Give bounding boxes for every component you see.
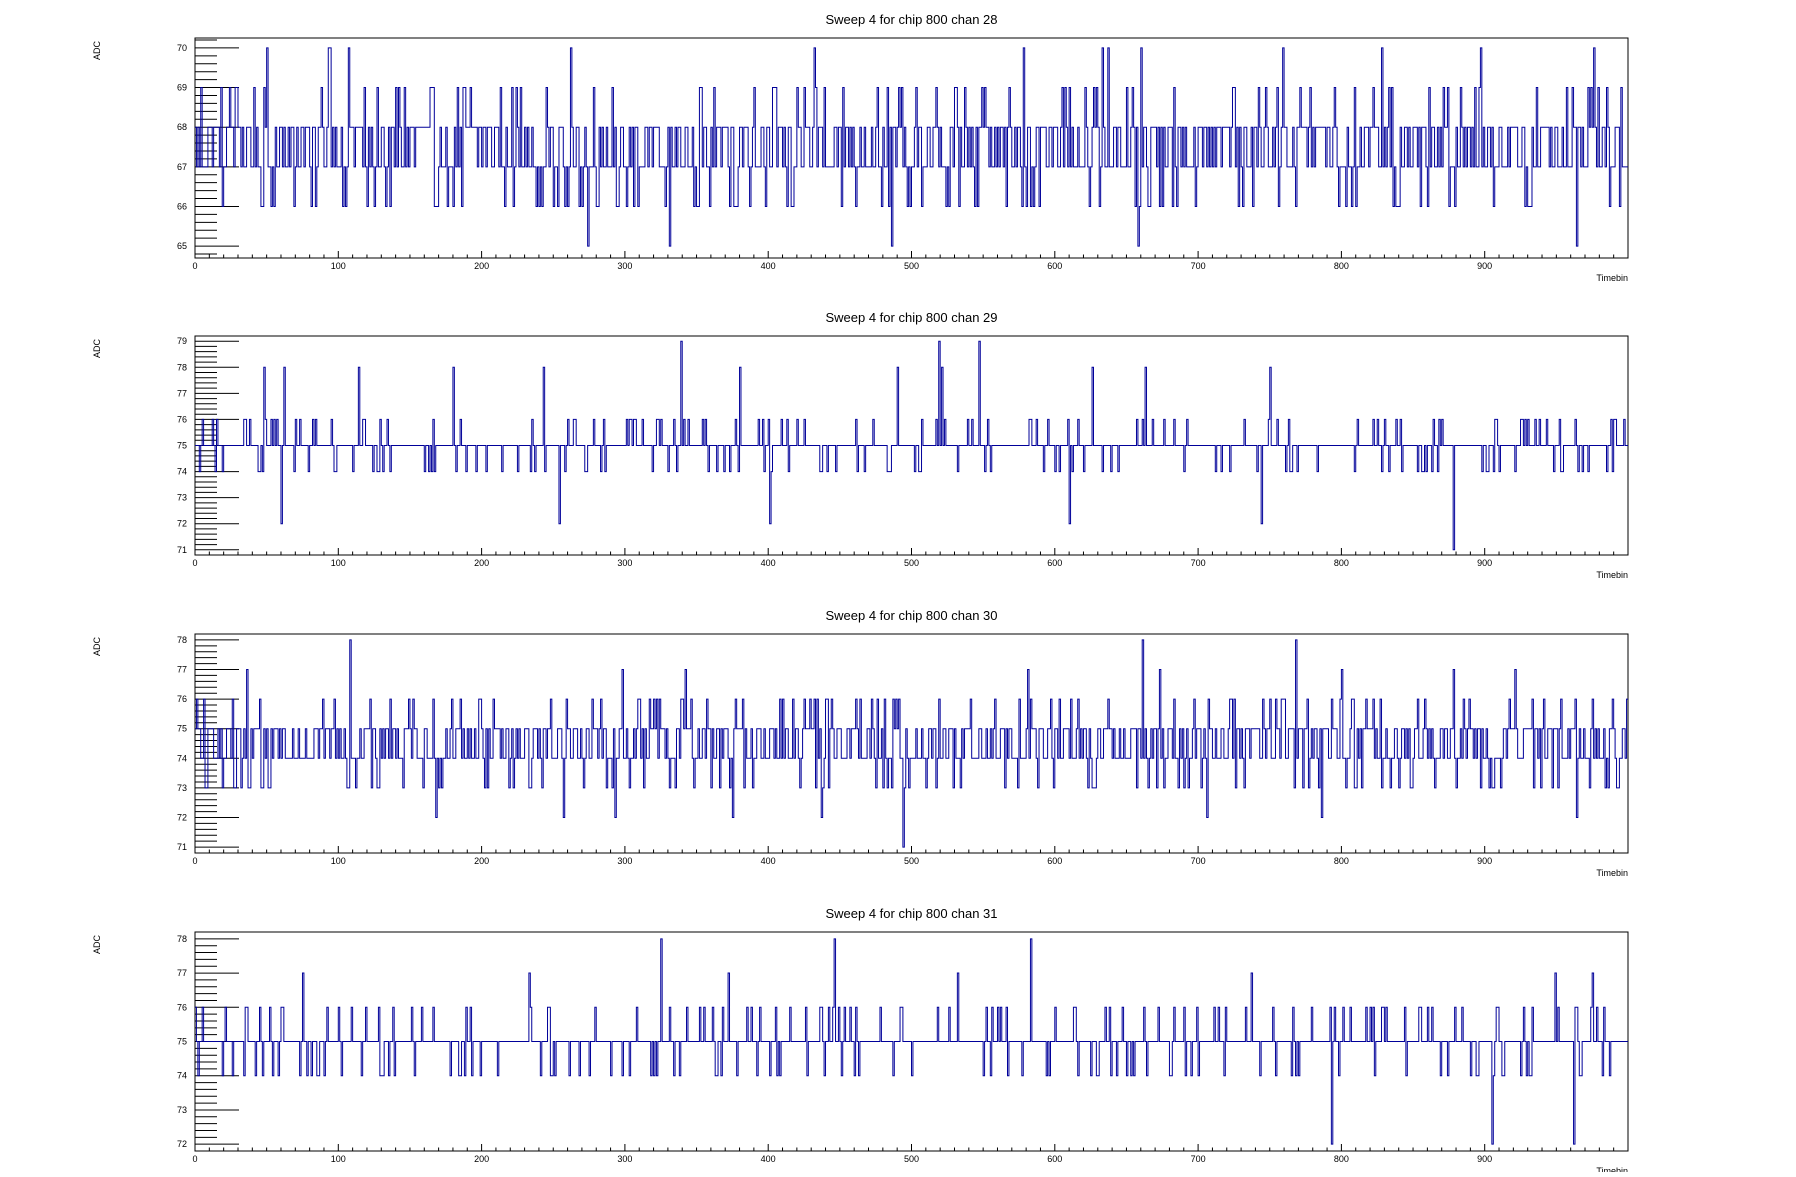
x-tick-label: 500 bbox=[904, 1154, 919, 1164]
chart-title: Sweep 4 for chip 800 chan 30 bbox=[825, 608, 997, 623]
x-axis-label: Timebin bbox=[1596, 868, 1628, 878]
y-tick-label: 75 bbox=[177, 724, 187, 734]
x-tick-label: 700 bbox=[1191, 856, 1206, 866]
y-tick-label: 69 bbox=[177, 83, 187, 93]
chart-title: Sweep 4 for chip 800 chan 29 bbox=[825, 310, 997, 325]
x-tick-label: 100 bbox=[331, 856, 346, 866]
x-tick-label: 500 bbox=[904, 261, 919, 271]
y-axis-label: ADC bbox=[92, 41, 102, 61]
x-tick-label: 700 bbox=[1191, 261, 1206, 271]
x-tick-label: 200 bbox=[474, 1154, 489, 1164]
y-tick-label: 75 bbox=[177, 441, 187, 451]
x-axis-label: Timebin bbox=[1596, 570, 1628, 580]
x-tick-label: 900 bbox=[1477, 1154, 1492, 1164]
y-tick-label: 76 bbox=[177, 1002, 187, 1012]
x-tick-label: 200 bbox=[474, 558, 489, 568]
y-tick-label: 74 bbox=[177, 1071, 187, 1081]
x-tick-label: 900 bbox=[1477, 856, 1492, 866]
y-tick-label: 73 bbox=[177, 783, 187, 793]
y-axis-label: ADC bbox=[92, 935, 102, 955]
x-tick-label: 800 bbox=[1334, 558, 1349, 568]
y-tick-label: 78 bbox=[177, 362, 187, 372]
y-tick-label: 72 bbox=[177, 519, 187, 529]
y-tick-label: 74 bbox=[177, 753, 187, 763]
y-axis-label: ADC bbox=[92, 637, 102, 657]
y-tick-label: 72 bbox=[177, 812, 187, 822]
y-tick-label: 73 bbox=[177, 1105, 187, 1115]
x-tick-label: 700 bbox=[1191, 558, 1206, 568]
x-tick-label: 0 bbox=[192, 261, 197, 271]
y-tick-label: 77 bbox=[177, 388, 187, 398]
y-tick-label: 70 bbox=[177, 43, 187, 53]
series-line bbox=[195, 639, 1628, 848]
chart-panel-29: Sweep 4 for chip 800 chan 29 ADC Timebin 0 1… bbox=[92, 310, 1629, 580]
chart-panel-30: Sweep 4 for chip 800 chan 30 ADC Timebin 0 1… bbox=[92, 608, 1629, 878]
y-tick-label: 78 bbox=[177, 635, 187, 645]
x-tick-label: 200 bbox=[474, 261, 489, 271]
x-tick-label: 400 bbox=[761, 558, 776, 568]
chart-panel-28: Sweep 4 for chip 800 chan 28 ADC Timebin 0 1… bbox=[92, 12, 1629, 283]
y-tick-label: 67 bbox=[177, 162, 187, 172]
x-tick-label: 500 bbox=[904, 856, 919, 866]
x-tick-label: 400 bbox=[761, 856, 776, 866]
chart-panel-31: Sweep 4 for chip 800 chan 31 ADC Timebin 0 1… bbox=[92, 906, 1629, 1176]
y-axis-label: ADC bbox=[92, 339, 102, 359]
x-tick-label: 900 bbox=[1477, 558, 1492, 568]
y-tick-label: 76 bbox=[177, 414, 187, 424]
x-tick-label: 600 bbox=[1047, 1154, 1062, 1164]
x-axis-label: Timebin bbox=[1596, 1166, 1628, 1172]
chart-title: Sweep 4 for chip 800 chan 28 bbox=[825, 12, 997, 27]
y-tick-label: 76 bbox=[177, 694, 187, 704]
y-tick-label: 79 bbox=[177, 336, 187, 346]
y-tick-label: 72 bbox=[177, 1139, 187, 1149]
x-tick-label: 800 bbox=[1334, 856, 1349, 866]
y-tick-label: 65 bbox=[177, 241, 187, 251]
plot-frame bbox=[194, 633, 1629, 854]
x-tick-label: 400 bbox=[761, 261, 776, 271]
series-line bbox=[195, 47, 1628, 247]
y-tick-label: 71 bbox=[177, 842, 187, 852]
x-tick-label: 800 bbox=[1334, 261, 1349, 271]
x-tick-label: 500 bbox=[904, 558, 919, 568]
y-tick-label: 66 bbox=[177, 201, 187, 211]
x-tick-label: 800 bbox=[1334, 1154, 1349, 1164]
y-tick-label: 71 bbox=[177, 545, 187, 555]
x-tick-label: 100 bbox=[331, 261, 346, 271]
x-tick-label: 300 bbox=[617, 856, 632, 866]
x-tick-label: 0 bbox=[192, 856, 197, 866]
y-tick-label: 74 bbox=[177, 467, 187, 477]
x-tick-label: 0 bbox=[192, 558, 197, 568]
x-tick-label: 200 bbox=[474, 856, 489, 866]
x-tick-label: 300 bbox=[617, 261, 632, 271]
y-tick-label: 68 bbox=[177, 122, 187, 132]
y-tick-label: 73 bbox=[177, 493, 187, 503]
x-tick-label: 100 bbox=[331, 558, 346, 568]
x-tick-label: 100 bbox=[331, 1154, 346, 1164]
x-axis-label: Timebin bbox=[1596, 273, 1628, 283]
x-tick-label: 600 bbox=[1047, 261, 1062, 271]
x-tick-label: 300 bbox=[617, 1154, 632, 1164]
x-tick-label: 700 bbox=[1191, 1154, 1206, 1164]
x-tick-label: 600 bbox=[1047, 856, 1062, 866]
y-tick-label: 78 bbox=[177, 934, 187, 944]
series-line bbox=[195, 340, 1628, 551]
x-tick-label: 600 bbox=[1047, 558, 1062, 568]
chart-title: Sweep 4 for chip 800 chan 31 bbox=[825, 906, 997, 921]
x-tick-label: 400 bbox=[761, 1154, 776, 1164]
series-line bbox=[195, 938, 1628, 1145]
x-tick-label: 300 bbox=[617, 558, 632, 568]
y-tick-label: 75 bbox=[177, 1037, 187, 1047]
x-tick-label: 900 bbox=[1477, 261, 1492, 271]
x-tick-label: 0 bbox=[192, 1154, 197, 1164]
y-tick-label: 77 bbox=[177, 968, 187, 978]
y-tick-label: 77 bbox=[177, 665, 187, 675]
